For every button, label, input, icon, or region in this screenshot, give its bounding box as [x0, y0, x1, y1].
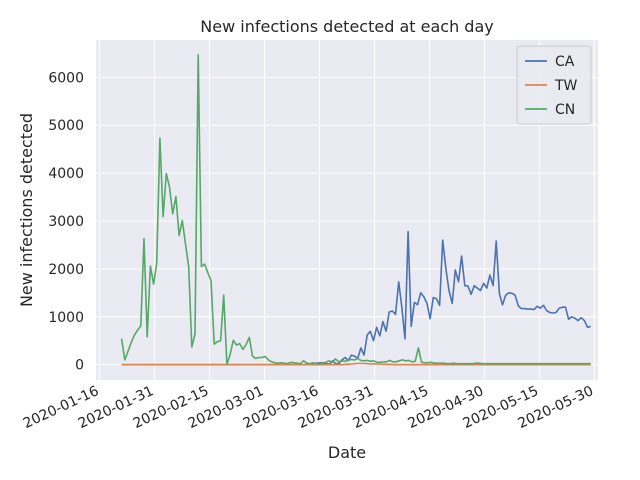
y-tick-label: 6000 [48, 70, 84, 86]
series-line-cn [120, 53, 591, 366]
y-tick-labels: 0 1000 2000 3000 4000 5000 6000 [48, 70, 84, 373]
plot-area [96, 40, 598, 380]
x-axis-title: Date [328, 443, 366, 462]
x-tick-labels: 2020-01-162020-01-312020-02-152020-03-01… [21, 383, 596, 432]
legend-box [516, 45, 592, 125]
y-tick-label: 1000 [48, 310, 84, 326]
y-tick-label: 3000 [48, 214, 84, 230]
legend-label-tw: TW [554, 78, 578, 94]
series-lines [120, 53, 591, 366]
y-tick-label: 2000 [48, 262, 84, 278]
y-tick-label: 0 [75, 358, 84, 374]
legend: CA TW CN [516, 45, 592, 125]
gridlines [96, 40, 598, 380]
chart-title: New infections detected at each day [200, 17, 493, 36]
series-line-tw [121, 362, 591, 366]
y-tick-label: 4000 [48, 166, 84, 182]
legend-label-ca: CA [555, 54, 575, 70]
legend-label-cn: CN [555, 102, 575, 118]
y-tick-label: 5000 [48, 118, 84, 134]
y-axis-title: New infections detected [17, 113, 36, 307]
